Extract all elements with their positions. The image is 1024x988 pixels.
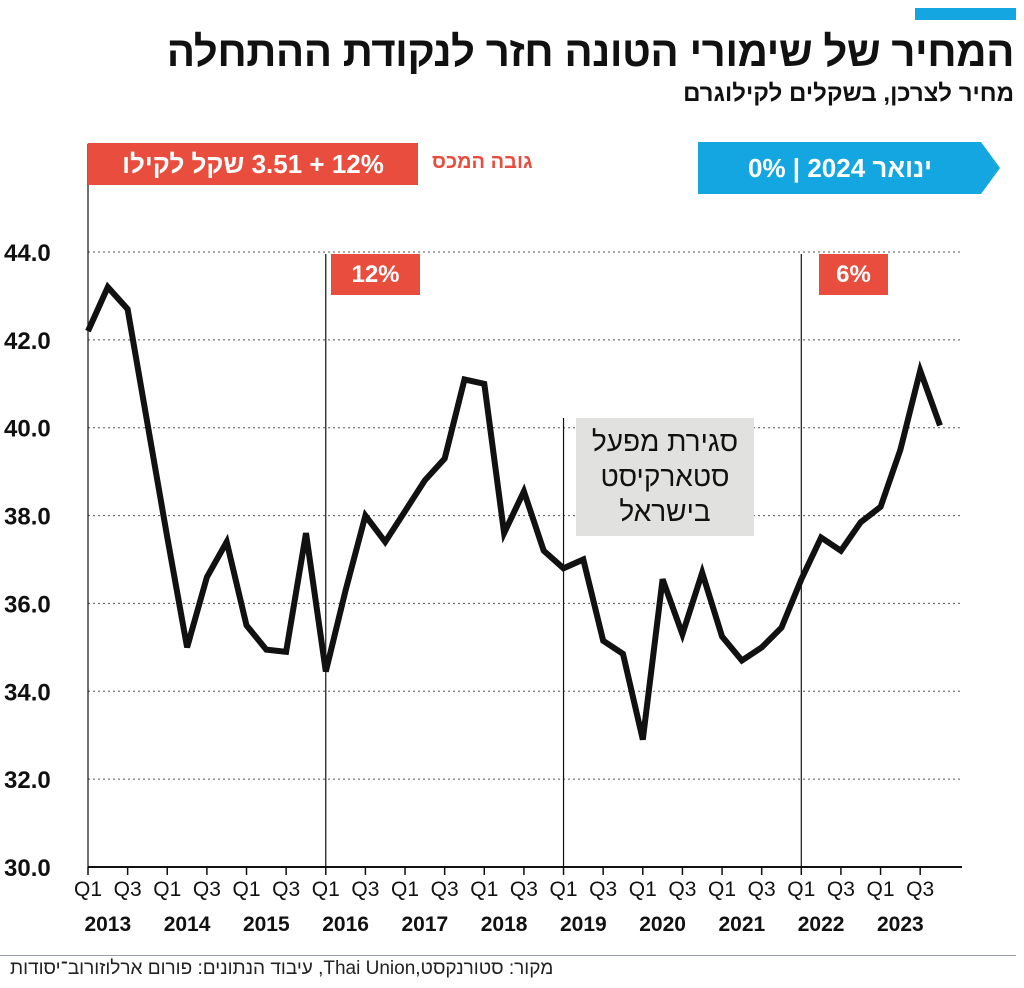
accent-bar: [915, 8, 1016, 20]
x-tick-label: Q1: [867, 878, 895, 901]
x-year-label: 2019: [560, 913, 607, 936]
x-tick-label: Q3: [906, 878, 934, 901]
x-year-label: 2016: [322, 913, 369, 936]
y-tick-label: 34.0: [4, 679, 51, 706]
x-tick-label: Q1: [629, 878, 657, 901]
x-year-label: 2021: [719, 913, 766, 936]
x-tick-label: Q3: [114, 878, 142, 901]
x-tick-label: Q1: [233, 878, 261, 901]
y-tick-label: 38.0: [4, 504, 51, 531]
x-tick-label: Q1: [391, 878, 419, 901]
price-series-line: [85, 281, 943, 741]
tax-2022-callout: 6%: [819, 254, 888, 295]
x-tick-label: Q1: [708, 878, 736, 901]
tax-2024-callout: ינואר 2024 | 0%: [698, 142, 1000, 194]
y-tick-label: 40.0: [4, 416, 51, 443]
source-note: מקור: סטורנקסט,Thai Union, עיבוד הנתונים…: [10, 958, 554, 979]
y-tick-label: 36.0: [4, 591, 51, 618]
y-tick-label: 42.0: [4, 328, 51, 355]
x-tick-label: Q3: [510, 878, 538, 901]
x-tick-label: Q1: [153, 878, 181, 901]
annotation-line-3: בישראל: [619, 496, 711, 527]
x-tick-label: Q3: [431, 878, 459, 901]
x-year-label: 2018: [481, 913, 528, 936]
x-year-label: 2020: [639, 913, 686, 936]
y-tick-label: 32.0: [4, 767, 51, 794]
x-tick-label: Q1: [787, 878, 815, 901]
x-tick-label: Q3: [351, 878, 379, 901]
x-year-label: 2015: [243, 913, 290, 936]
x-year-label: 2017: [401, 913, 448, 936]
chart-subtitle: מחיר לצרכן, בשקלים לקילוגרם: [683, 80, 1014, 107]
annotation-line-1: סגירת מפעל: [591, 426, 739, 457]
x-tick-label: Q3: [589, 878, 617, 901]
x-tick-label: Q1: [312, 878, 340, 901]
x-tick-label: Q3: [668, 878, 696, 901]
x-tick-label: Q3: [748, 878, 776, 901]
factory-closure-annotation: סגירת מפעל סטארקיסט בישראל: [576, 418, 754, 536]
x-tick-label: Q1: [74, 878, 102, 901]
chart-title: המחיר של שימורי הטונה חזר לנקודת ההתחלה: [166, 28, 1015, 75]
tax-2013-callout: 12% + 3.51 שקל לקילו: [88, 143, 418, 185]
x-tick-label: Q1: [470, 878, 498, 901]
footer-divider: [0, 955, 1016, 956]
x-tick-label: Q3: [272, 878, 300, 901]
y-tick-label: 30.0: [4, 855, 51, 882]
x-tick-label: Q1: [550, 878, 578, 901]
tax-label: גובה המכס: [432, 151, 533, 173]
x-year-label: 2023: [877, 913, 924, 936]
x-year-label: 2013: [84, 913, 131, 936]
x-tick-label: Q3: [827, 878, 855, 901]
x-year-label: 2022: [798, 913, 845, 936]
x-tick-label: Q3: [193, 878, 221, 901]
y-tick-label: 44.0: [4, 240, 51, 267]
tax-2016-callout: 12%: [331, 254, 420, 295]
x-year-label: 2014: [164, 913, 211, 936]
annotation-line-2: סטארקיסט: [600, 461, 730, 492]
